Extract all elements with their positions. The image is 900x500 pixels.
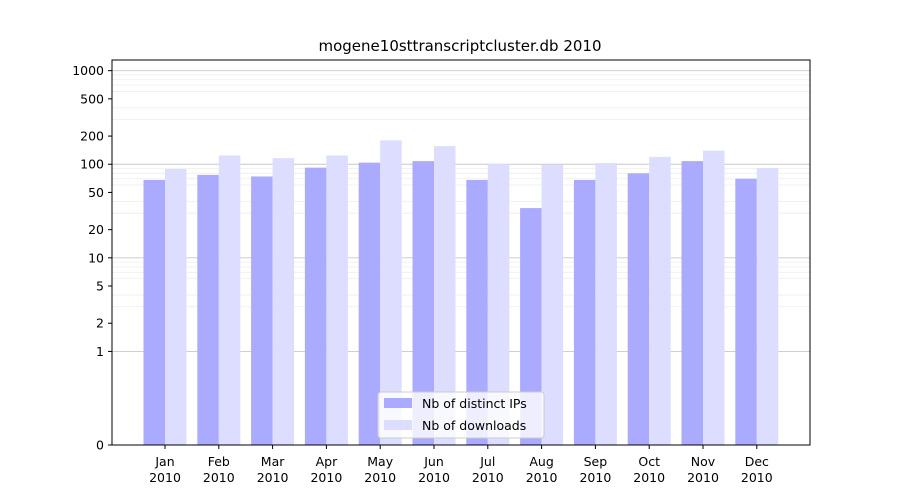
legend-label-downloads: Nb of downloads: [422, 418, 526, 433]
bar-downloads-feb: [218, 155, 241, 445]
bar-distinct-ips-jul: [466, 179, 488, 445]
x-tick-label-month: Nov: [691, 454, 716, 469]
y-tick-label: 5: [96, 279, 104, 294]
axes: 01251020501002005001000Jan2010Feb2010Mar…: [72, 59, 811, 485]
bars: [143, 140, 779, 446]
x-tick-label-month: Apr: [316, 454, 338, 469]
y-tick-label: 500: [80, 91, 104, 106]
bar-downloads-sep: [595, 163, 617, 445]
bar-distinct-ips-dec: [735, 178, 757, 446]
bar-downloads-mar: [272, 158, 295, 446]
legend-box: [377, 391, 545, 439]
bar-downloads-jul: [487, 163, 510, 445]
y-tick-label: 200: [80, 129, 104, 144]
x-tick-label-month: May: [367, 454, 393, 469]
plot-frame: [111, 59, 811, 446]
y-tick-label: 50: [88, 185, 104, 200]
bar-distinct-ips-jun: [412, 161, 434, 445]
bar-downloads-jun: [434, 146, 456, 445]
legend-label-distinct-ips: Nb of distinct IPs: [422, 396, 527, 411]
bar-downloads-nov: [703, 150, 725, 445]
y-tick-label: 0: [96, 438, 104, 453]
x-tick-label-year: 2010: [579, 470, 611, 485]
y-tick-label: 20: [88, 222, 104, 237]
x-tick-label-year: 2010: [257, 470, 289, 485]
bar-distinct-ips-feb: [197, 174, 219, 445]
bar-distinct-ips-may: [358, 162, 381, 445]
bar-distinct-ips-apr: [304, 167, 327, 445]
x-tick-label-year: 2010: [364, 470, 396, 485]
x-tick-label-year: 2010: [418, 470, 450, 485]
y-tick-label: 10: [88, 250, 104, 265]
y-tick-label: 1: [96, 344, 104, 359]
x-tick-label-month: Dec: [745, 454, 769, 469]
legend-swatch-downloads: [384, 420, 412, 430]
bar-distinct-ips-sep: [573, 179, 596, 445]
x-tick-label-year: 2010: [741, 470, 773, 485]
x-tick-label-month: Aug: [529, 454, 553, 469]
bar-distinct-ips-oct: [627, 173, 650, 445]
bar-downloads-jan: [165, 168, 187, 445]
x-tick-label-month: Jun: [423, 454, 444, 469]
x-tick-label-month: Mar: [261, 454, 285, 469]
x-tick-label-year: 2010: [526, 470, 558, 485]
x-tick-label-month: Jan: [154, 454, 174, 469]
x-tick-label-year: 2010: [687, 470, 719, 485]
y-tick-label: 1000: [72, 63, 104, 78]
bar-distinct-ips-nov: [681, 161, 703, 445]
x-tick-label-year: 2010: [472, 470, 504, 485]
bar-distinct-ips-jan: [143, 179, 165, 445]
bar-downloads-aug: [541, 164, 564, 445]
x-tick-label-month: Jul: [479, 454, 495, 469]
y-tick-label: 2: [96, 316, 104, 331]
x-tick-label-year: 2010: [310, 470, 342, 485]
legend-swatch-distinct-ips: [384, 398, 412, 408]
x-tick-label-month: Oct: [638, 454, 660, 469]
x-tick-label-year: 2010: [149, 470, 181, 485]
x-tick-label-year: 2010: [633, 470, 665, 485]
legend: Nb of distinct IPs Nb of downloads: [377, 391, 545, 439]
bar-downloads-dec: [756, 168, 779, 445]
chart-title: mogene10sttranscriptcluster.db 2010: [319, 37, 602, 55]
bar-distinct-ips-mar: [251, 176, 273, 446]
x-tick-label-month: Feb: [208, 454, 230, 469]
bar-distinct-ips-aug: [520, 208, 542, 445]
x-tick-label-year: 2010: [203, 470, 235, 485]
y-tick-label: 100: [80, 157, 104, 172]
bar-downloads-may: [380, 140, 402, 445]
x-tick-label-month: Sep: [584, 454, 608, 469]
bar-downloads-apr: [326, 155, 348, 445]
bar-downloads-oct: [649, 156, 671, 446]
